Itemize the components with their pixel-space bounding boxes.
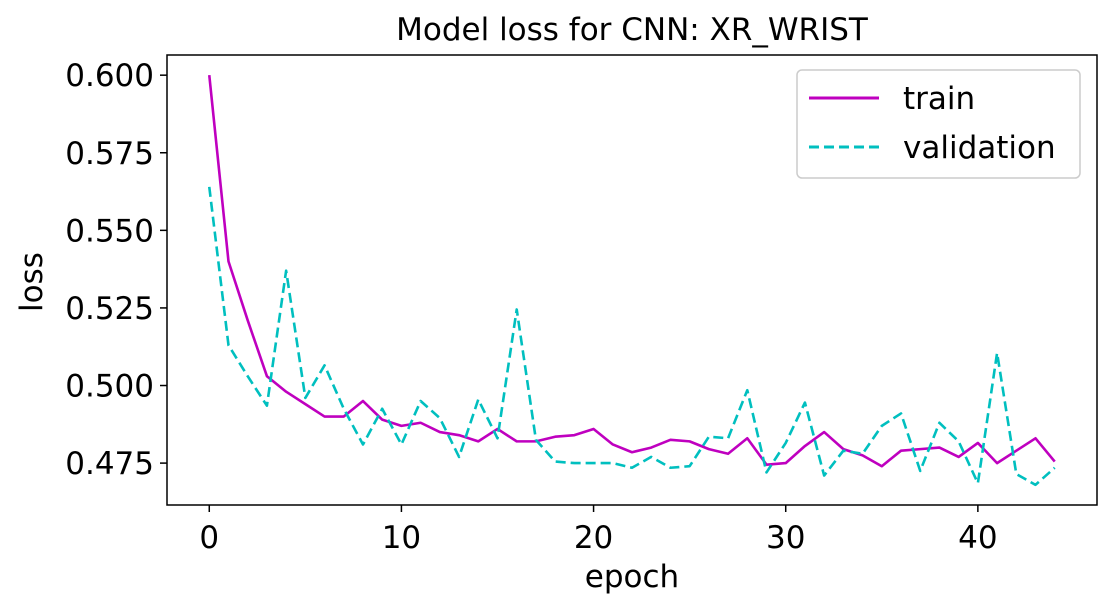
x-tick-label: 0 [199,520,219,556]
x-tick-label: 10 [382,520,421,556]
x-axis-label: epoch [585,559,679,595]
x-tick-label: 20 [574,520,613,556]
legend: train validation [796,69,1081,179]
y-tick-label: 0.500 [65,369,154,405]
y-tick-label: 0.600 [65,58,154,94]
x-tick-label: 40 [958,520,997,556]
y-axis-label: loss [14,252,50,312]
x-axis: 0 10 20 30 40 [199,505,998,556]
chart-title: Model loss for CNN: XR_WRIST [396,12,869,48]
y-tick-label: 0.475 [65,446,154,482]
legend-label-validation: validation [903,130,1056,166]
legend-label-train: train [903,81,975,117]
y-tick-label: 0.575 [65,136,154,172]
x-tick-label: 30 [766,520,805,556]
y-axis: 0.475 0.500 0.525 0.550 0.575 0.600 [65,58,167,482]
axes-frame [166,54,1098,506]
y-tick-label: 0.525 [65,291,154,327]
y-tick-label: 0.550 [65,213,154,249]
plot-area [207,75,1056,487]
series-line-validation [207,186,1056,487]
